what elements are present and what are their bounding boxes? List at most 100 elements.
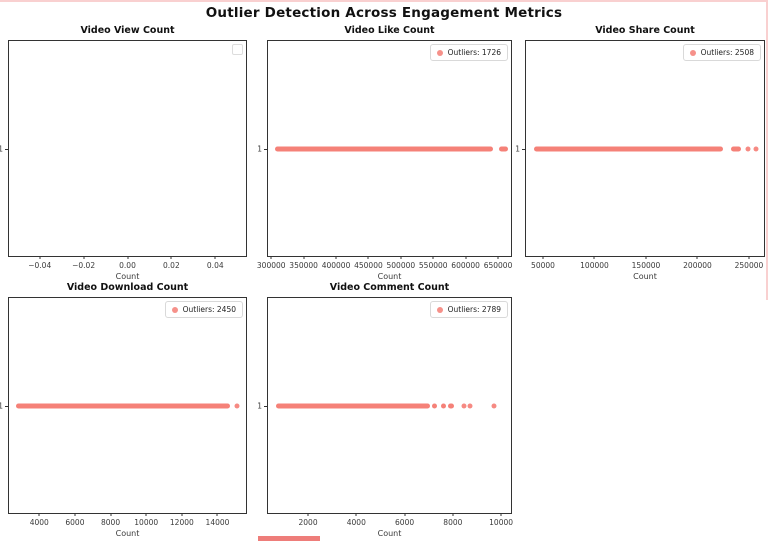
y-tick-label: 1: [257, 401, 262, 410]
x-tick-label: 4000: [29, 518, 49, 527]
x-tick-label: 10000: [489, 518, 514, 527]
x-tick-label: 0.00: [119, 261, 136, 270]
outlier-marker-icon: [436, 49, 443, 56]
x-tick-label: 12000: [169, 518, 194, 527]
x-tick-label: 350000: [289, 261, 318, 270]
x-tick-label: 50000: [531, 261, 555, 270]
outlier-strip: [730, 146, 741, 151]
x-tick-mark: [127, 256, 128, 259]
x-axis-label: Count: [377, 272, 402, 281]
y-tick-label: 1: [257, 144, 262, 153]
x-tick-label: 100000: [580, 261, 609, 270]
x-tick-label: 600000: [451, 261, 480, 270]
outlier-strip: [440, 403, 446, 408]
x-tick-label: 14000: [205, 518, 230, 527]
outlier-strip: [432, 403, 438, 408]
outlier-strip: [275, 146, 493, 151]
plot-area: [9, 298, 246, 513]
x-tick-label: 8000: [101, 518, 121, 527]
x-axis-label: Count: [377, 529, 402, 538]
x-tick-label: 300000: [256, 261, 286, 270]
x-tick-mark: [748, 256, 750, 259]
x-tick-mark: [465, 256, 467, 259]
outlier-strip: [499, 146, 508, 151]
outlier-marker-icon: [689, 49, 696, 56]
subplot-title: Video Download Count: [66, 282, 189, 293]
x-tick-label: 500000: [386, 261, 416, 270]
x-tick-mark: [335, 256, 337, 259]
subplot-title: Video Comment Count: [329, 282, 450, 293]
x-tick-mark: [74, 513, 76, 516]
y-tick-mark: [5, 405, 9, 407]
x-tick-label: 2000: [298, 518, 318, 527]
x-tick-label: −0.04: [28, 261, 52, 270]
x-tick-label: 0.04: [206, 261, 224, 270]
y-tick-label: 1: [515, 144, 520, 153]
x-tick-mark: [400, 256, 402, 259]
x-tick-mark: [216, 513, 218, 516]
x-axis: 50000 100000 150000 200000 250000: [526, 256, 764, 278]
legend-label: Outliers: 2450: [182, 305, 236, 314]
y-tick-mark: [264, 405, 268, 407]
x-tick-mark: [110, 513, 112, 516]
subplot-video-like-count: Video Like Count Outliers: 1726 300000 35…: [257, 25, 512, 281]
x-tick-mark: [307, 513, 309, 516]
x-tick-mark: [170, 256, 172, 259]
x-tick-label: 200000: [683, 261, 712, 270]
legend: Outliers: 2508: [682, 44, 761, 61]
outlier-marker-icon: [171, 306, 178, 313]
x-tick-mark: [696, 256, 698, 259]
y-tick-mark: [264, 148, 268, 150]
subplot-video-comment-count: Video Comment Count Outliers: 2789 2000 4…: [257, 282, 513, 538]
legend: Outliers: 2450: [164, 301, 243, 318]
outlier-strip: [276, 403, 430, 408]
y-tick-label: 1: [0, 401, 3, 410]
subplot-video-download-count: Video Download Count Outliers: 2450 4000…: [0, 282, 247, 538]
legend-empty-box: [232, 44, 243, 55]
x-tick-mark: [270, 256, 272, 259]
legend: Outliers: 1726: [429, 44, 508, 61]
legend: Outliers: 2789: [429, 301, 508, 318]
x-tick-mark: [38, 513, 40, 516]
y-tick-mark: [522, 148, 526, 150]
plot-area: [268, 298, 511, 513]
legend-label: Outliers: 2508: [700, 48, 754, 57]
taskbar-fragment: [258, 536, 320, 541]
x-tick-label: 4000: [346, 518, 366, 527]
subplot-title: Video Like Count: [344, 25, 435, 36]
x-tick-label: −0.02: [72, 261, 96, 270]
x-tick-label: 150000: [631, 261, 661, 270]
x-tick-mark: [355, 513, 357, 516]
x-axis: −0.04 −0.02 0.00 0.02 0.04: [9, 256, 246, 278]
y-tick-mark: [5, 148, 9, 150]
x-tick-label: 450000: [354, 261, 383, 270]
x-tick-mark: [83, 256, 85, 259]
subplot-title: Video View Count: [80, 25, 175, 36]
outlier-dot: [234, 403, 240, 408]
x-tick-mark: [452, 513, 454, 516]
x-axis-label: Count: [115, 272, 140, 281]
x-tick-label: 650000: [483, 261, 513, 270]
outlier-strip: [16, 403, 231, 408]
x-tick-mark: [500, 513, 502, 516]
outlier-dot: [491, 403, 497, 408]
figure-title: Outlier Detection Across Engagement Metr…: [205, 5, 563, 21]
x-tick-mark: [39, 256, 41, 259]
x-tick-mark: [542, 256, 544, 259]
outlier-dot: [467, 403, 473, 408]
x-tick-mark: [303, 256, 305, 259]
y-tick-label: 1: [0, 144, 3, 153]
x-tick-label: 10000: [134, 518, 159, 527]
x-tick-label: 0.02: [163, 261, 180, 270]
x-tick-label: 8000: [443, 518, 463, 527]
x-tick-label: 400000: [321, 261, 351, 270]
subplot-title: Video Share Count: [595, 25, 695, 36]
outlier-dot: [461, 403, 467, 408]
x-axis: 4000 6000 8000 10000 12000 14000: [9, 513, 246, 535]
x-tick-mark: [593, 256, 595, 259]
outlier-dot: [753, 146, 759, 151]
subplot-video-share-count: Video Share Count Outliers: 2508 50000 10…: [515, 25, 765, 281]
x-tick-mark: [497, 256, 499, 259]
x-axis-label: Count: [633, 272, 657, 281]
